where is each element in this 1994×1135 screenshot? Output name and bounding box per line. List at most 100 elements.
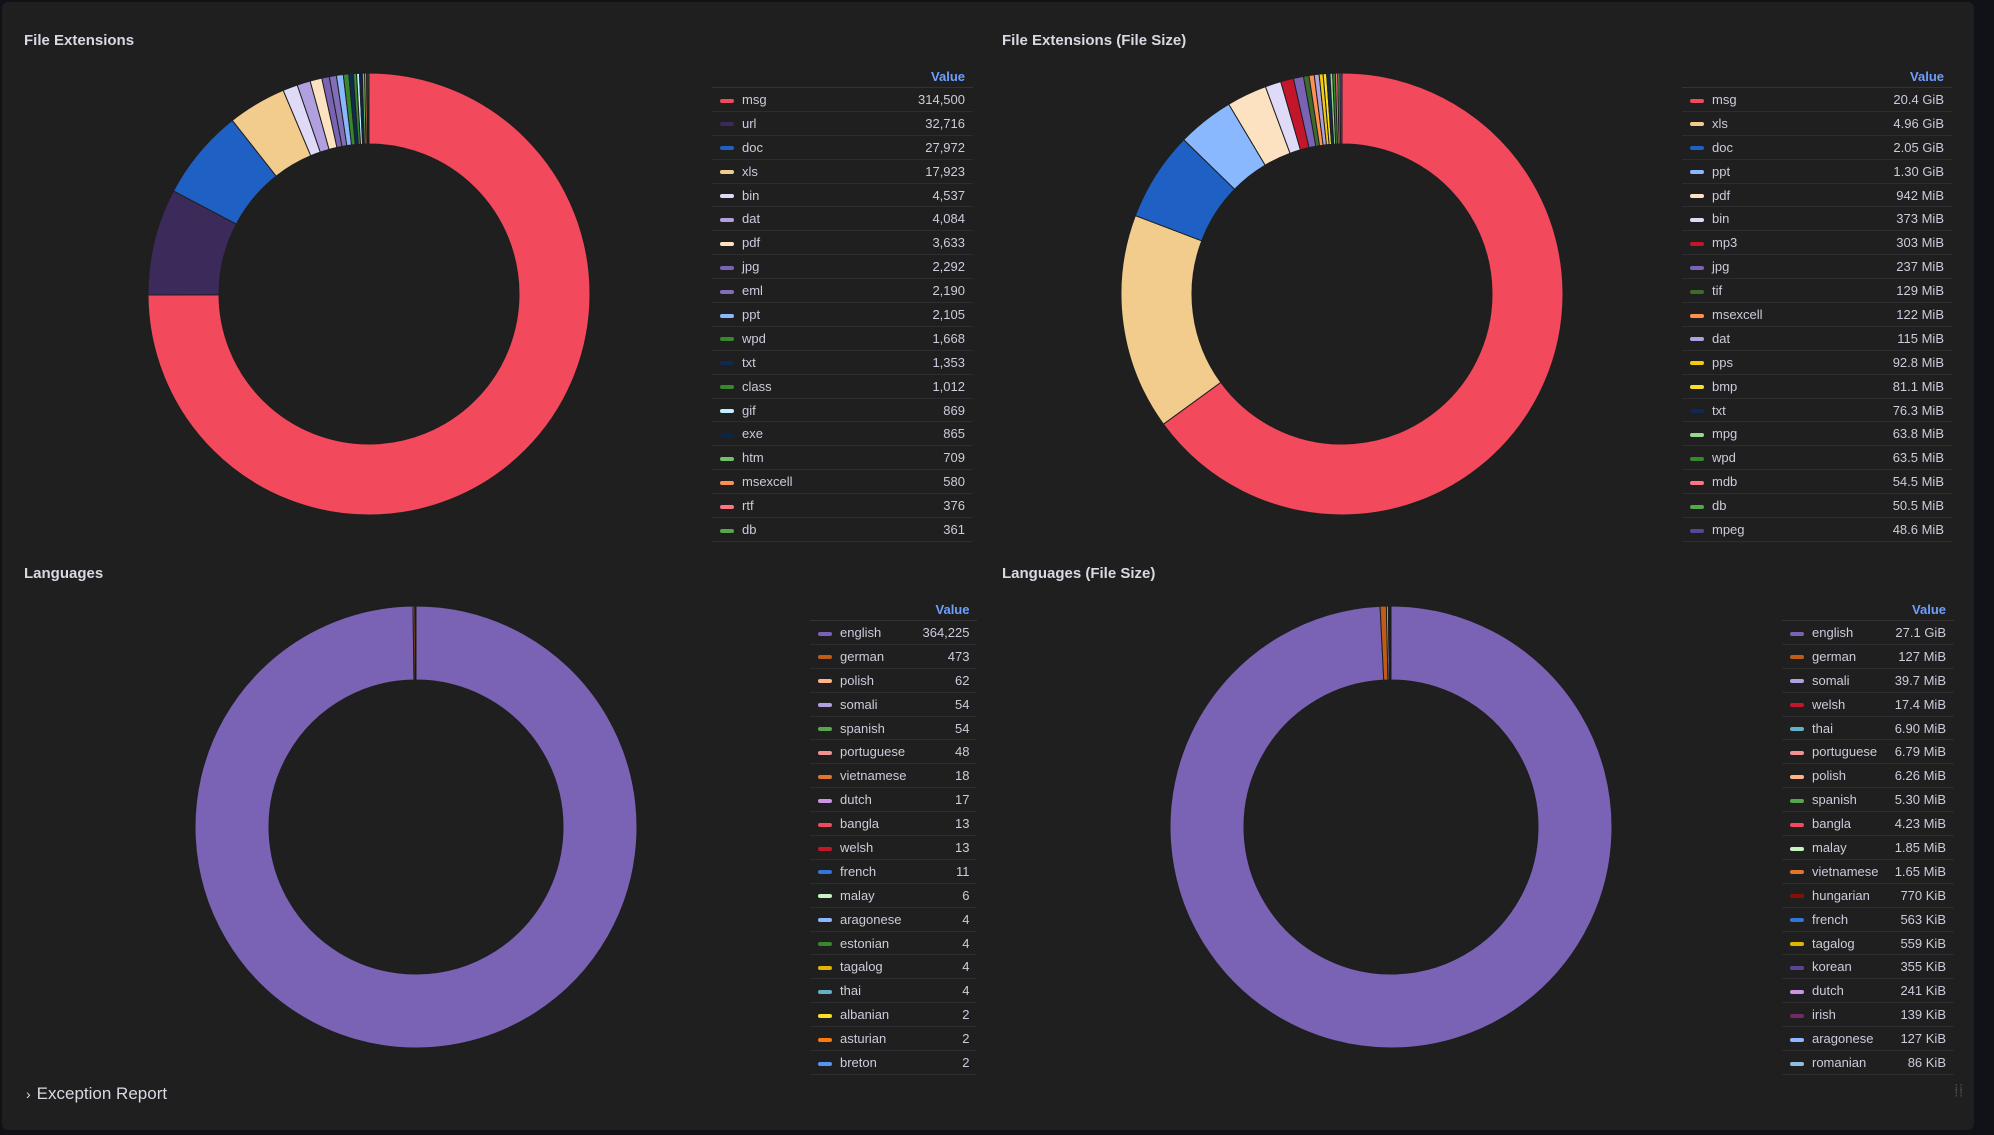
legend-row[interactable]: mp3 303 MiB: [1682, 230, 1952, 256]
donut-slice-db[interactable]: [367, 72, 370, 145]
legend-row[interactable]: portuguese 6.79 MiB: [1782, 739, 1954, 765]
legend-row[interactable]: vietnamese 1.65 MiB: [1782, 859, 1954, 884]
legend-row[interactable]: htm 709: [712, 445, 973, 471]
series-color-swatch: [1790, 655, 1804, 660]
legend-row[interactable]: dutch 17: [810, 787, 978, 813]
legend-row[interactable]: tagalog 559 KiB: [1782, 931, 1954, 956]
legend-row[interactable]: txt 76.3 MiB: [1682, 398, 1952, 423]
legend-row[interactable]: spanish 5.30 MiB: [1782, 787, 1954, 813]
legend-row[interactable]: jpg 237 MiB: [1682, 254, 1952, 280]
legend-row[interactable]: url 32,716: [712, 111, 973, 136]
legend-row[interactable]: thai 4: [810, 978, 978, 1004]
legend-row[interactable]: wpd 63.5 MiB: [1682, 445, 1952, 471]
legend-row[interactable]: pdf 942 MiB: [1682, 183, 1952, 208]
legend-row[interactable]: dat 115 MiB: [1682, 326, 1952, 351]
donut-slice-msg[interactable]: [147, 72, 591, 516]
legend-row[interactable]: doc 2.05 GiB: [1682, 135, 1952, 160]
legend-row[interactable]: french 11: [810, 859, 978, 884]
legend-row[interactable]: db 50.5 MiB: [1682, 493, 1952, 519]
series-color-swatch: [720, 409, 734, 414]
legend-row[interactable]: estonian 4: [810, 931, 978, 956]
legend-row[interactable]: spanish 54: [810, 716, 978, 741]
legend-row[interactable]: jpg 2,292: [712, 254, 973, 280]
row-exception-report[interactable]: › Exception Report: [26, 1084, 167, 1104]
legend-row[interactable]: msexcell 122 MiB: [1682, 302, 1952, 327]
legend-row[interactable]: xls 4.96 GiB: [1682, 111, 1952, 136]
legend-row[interactable]: class 1,012: [712, 374, 973, 399]
drag-handle-icon[interactable]: ⁝⁝ ⁝⁝: [1954, 1081, 1964, 1100]
legend-row[interactable]: vietnamese 18: [810, 763, 978, 789]
legend-row[interactable]: txt 1,353: [712, 350, 973, 375]
legend-row[interactable]: somali 39.7 MiB: [1782, 668, 1954, 693]
legend-row[interactable]: dutch 241 KiB: [1782, 978, 1954, 1004]
legend-row[interactable]: rtf 376: [712, 493, 973, 519]
legend-label-cell: xls: [712, 159, 865, 184]
legend-row[interactable]: german 473: [810, 644, 978, 669]
legend-row[interactable]: english 27.1 GiB: [1782, 620, 1954, 645]
donut-slice-mpeg[interactable]: [1339, 72, 1343, 145]
legend-row[interactable]: gif 869: [712, 398, 973, 423]
donut-slice-english[interactable]: [1169, 605, 1613, 1049]
legend-row[interactable]: hungarian 770 KiB: [1782, 883, 1954, 908]
legend-row[interactable]: welsh 13: [810, 835, 978, 860]
series-value: 20.4 GiB: [1835, 87, 1952, 112]
legend-row[interactable]: german 127 MiB: [1782, 644, 1954, 669]
value-column-header[interactable]: Value: [1835, 65, 1952, 88]
legend-row[interactable]: bin 373 MiB: [1682, 206, 1952, 232]
series-value: 63.5 MiB: [1835, 445, 1952, 471]
legend-row[interactable]: malay 1.85 MiB: [1782, 835, 1954, 860]
legend-row[interactable]: tif 129 MiB: [1682, 278, 1952, 304]
legend-row[interactable]: pps 92.8 MiB: [1682, 350, 1952, 375]
value-column-header[interactable]: Value: [1886, 598, 1954, 621]
legend-row[interactable]: korean 355 KiB: [1782, 954, 1954, 980]
legend-row[interactable]: bangla 4.23 MiB: [1782, 811, 1954, 837]
legend-row[interactable]: msg 20.4 GiB: [1682, 87, 1952, 112]
legend-row[interactable]: aragonese 127 KiB: [1782, 1026, 1954, 1052]
legend-row[interactable]: pdf 3,633: [712, 230, 973, 256]
donut-slice-english[interactable]: [194, 605, 638, 1049]
legend-row[interactable]: msexcell 580: [712, 469, 973, 495]
legend-row[interactable]: welsh 17.4 MiB: [1782, 692, 1954, 717]
legend-row[interactable]: wpd 1,668: [712, 326, 973, 351]
legend-row[interactable]: mpeg 48.6 MiB: [1682, 517, 1952, 542]
legend-row[interactable]: msg 314,500: [712, 87, 973, 112]
legend-row[interactable]: ppt 1.30 GiB: [1682, 159, 1952, 184]
legend-row[interactable]: somali 54: [810, 692, 978, 717]
legend-row[interactable]: bin 4,537: [712, 183, 973, 208]
legend-row[interactable]: french 563 KiB: [1782, 907, 1954, 932]
legend-row[interactable]: breton 2: [810, 1050, 978, 1075]
series-value: 303 MiB: [1835, 230, 1952, 256]
legend-row[interactable]: bangla 13: [810, 811, 978, 837]
legend-row[interactable]: tagalog 4: [810, 954, 978, 980]
legend-row[interactable]: thai 6.90 MiB: [1782, 716, 1954, 741]
legend-row[interactable]: romanian 86 KiB: [1782, 1050, 1954, 1075]
legend-row[interactable]: doc 27,972: [712, 135, 973, 160]
legend-row[interactable]: mdb 54.5 MiB: [1682, 469, 1952, 495]
legend-row[interactable]: ppt 2,105: [712, 302, 973, 327]
legend-row[interactable]: bmp 81.1 MiB: [1682, 374, 1952, 399]
series-color-swatch: [818, 798, 832, 803]
legend-row[interactable]: polish 6.26 MiB: [1782, 763, 1954, 789]
value-column-header[interactable]: Value: [914, 598, 978, 621]
value-column-header[interactable]: Value: [864, 65, 973, 88]
legend-row[interactable]: asturian 2: [810, 1026, 978, 1052]
legend-row[interactable]: english 364,225: [810, 620, 978, 645]
legend-row[interactable]: mpg 63.8 MiB: [1682, 421, 1952, 447]
legend-row[interactable]: aragonese 4: [810, 907, 978, 932]
legend-row[interactable]: irish 139 KiB: [1782, 1002, 1954, 1028]
legend-row[interactable]: exe 865: [712, 421, 973, 447]
series-color-swatch: [818, 655, 832, 660]
legend-row[interactable]: malay 6: [810, 883, 978, 908]
legend-row[interactable]: dat 4,084: [712, 206, 973, 232]
series-value: 115 MiB: [1835, 326, 1952, 351]
donut-slice-xls[interactable]: [1120, 214, 1222, 425]
legend-row[interactable]: eml 2,190: [712, 278, 973, 304]
legend-label-cell: malay: [810, 883, 915, 908]
legend-row[interactable]: xls 17,923: [712, 159, 973, 184]
donut-slice-msg[interactable]: [1162, 72, 1564, 516]
legend-row[interactable]: portuguese 48: [810, 739, 978, 765]
legend-row[interactable]: db 361: [712, 517, 973, 542]
legend-row[interactable]: polish 62: [810, 668, 978, 693]
legend-row[interactable]: albanian 2: [810, 1002, 978, 1028]
series-value: 865: [864, 421, 973, 447]
